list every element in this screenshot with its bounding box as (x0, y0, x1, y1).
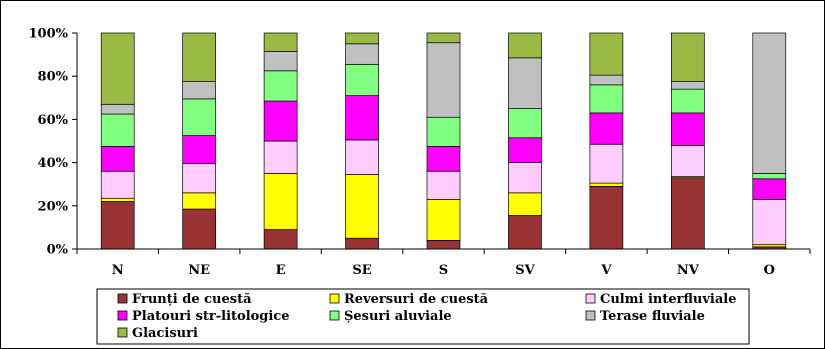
bar-segment-NV-5 (670, 88, 705, 114)
bar-segment-NE-5 (182, 98, 217, 136)
y-tick-label: 40% (38, 156, 69, 171)
bar-segment-V-2 (589, 182, 624, 187)
bar-segment-NE-1 (182, 208, 217, 250)
bar-segment-SV-5 (508, 108, 542, 139)
legend-label-6: Terase fluviale (600, 309, 705, 324)
bar-segment-V-5 (589, 84, 624, 114)
y-tick-label: 60% (38, 113, 69, 128)
bar-segment-V-6 (589, 74, 624, 86)
bar-segment-E-5 (263, 70, 298, 102)
bar-segment-V-3 (589, 143, 624, 184)
x-tick-label-SE: SE (352, 263, 371, 278)
legend: Frunți de cuestă Reversuri de cuestă Culmi… (96, 288, 750, 345)
y-tick-label: 0% (47, 243, 69, 258)
bar-segment-NE-6 (182, 81, 217, 100)
bar-segment-E-6 (263, 51, 298, 72)
x-tick-label-N: N (112, 263, 124, 278)
legend-label-5: Șesuri aluviale (344, 309, 452, 324)
x-tick-label-V: V (600, 263, 612, 278)
bar-segment-SE-4 (345, 95, 379, 141)
bar-segment-SE-7 (345, 32, 379, 45)
legend-swatch-5 (329, 310, 340, 321)
bar-segment-NE-3 (182, 163, 217, 194)
x-tick-label-NE: NE (188, 263, 210, 278)
legend-swatch-1 (117, 293, 128, 304)
bar-segment-S-4 (426, 146, 461, 172)
x-tick-label-S: S (439, 263, 448, 278)
bar-segment-E-3 (263, 140, 298, 174)
bar-segment-O-4 (752, 178, 787, 200)
bar-segment-NV-6 (670, 81, 705, 90)
legend-swatch-2 (329, 293, 340, 304)
legend-label-1: Frunți de cuestă (132, 292, 252, 307)
bar-segment-V-1 (589, 186, 624, 250)
bar-segment-V-4 (589, 112, 624, 145)
bar-segment-SV-1 (508, 215, 542, 250)
y-tick-label: 20% (38, 199, 69, 214)
bar-segment-SE-3 (345, 139, 379, 175)
bar-segment-N-4 (100, 146, 135, 172)
bar-segment-N-6 (100, 103, 135, 115)
bar-segment-N-1 (100, 201, 135, 250)
bar-segment-NV-1 (670, 177, 705, 250)
legend-box (96, 288, 750, 345)
bar-segment-SE-5 (345, 63, 379, 96)
bar-segment-E-4 (263, 100, 298, 142)
bar-segment-SV-4 (508, 137, 542, 163)
bar-segment-N-2 (100, 197, 135, 202)
legend-label-4: Platouri str-litologice (132, 309, 290, 324)
legend-label-2: Reversuri de cuestă (344, 292, 489, 307)
bar-segment-N-3 (100, 170, 135, 199)
bar-segment-NV-3 (670, 144, 705, 177)
legend-label-3: Culmi interfluviale (600, 292, 737, 307)
bar-segment-NV-4 (670, 112, 705, 146)
bar-segment-NE-2 (182, 192, 217, 210)
x-axis: N NE E SE S SV V NV O (76, 248, 811, 278)
bar-segment-O-5 (752, 173, 787, 180)
bar-segment-SE-2 (345, 174, 379, 239)
bar-segment-SE-1 (345, 237, 379, 250)
bar-segment-S-7 (426, 32, 461, 44)
bar-segment-E-2 (263, 173, 298, 230)
bar-segment-NV-7 (670, 32, 705, 82)
bar-segment-S-5 (426, 116, 461, 147)
x-tick-label-O: O (764, 263, 775, 278)
legend-swatch-6 (585, 310, 596, 321)
bar-segment-V-7 (589, 32, 624, 76)
bar-segment-E-7 (263, 32, 298, 52)
x-tick-label-SV: SV (515, 263, 535, 278)
x-tick-label-E: E (276, 263, 286, 278)
x-tick-label-NV: NV (677, 263, 700, 278)
legend-swatch-4 (117, 310, 128, 321)
bar-segment-SV-2 (508, 192, 542, 216)
bar-segment-S-1 (426, 240, 461, 250)
bar-segment-S-3 (426, 170, 461, 200)
bar-segment-SV-6 (508, 57, 542, 109)
legend-swatch-3 (585, 293, 596, 304)
bar-segment-SV-3 (508, 162, 542, 194)
plot-area (100, 32, 787, 250)
bar-segment-O-3 (752, 198, 787, 246)
legend-label-7: Glacisuri (132, 326, 198, 341)
bar-segment-S-2 (426, 198, 461, 241)
bar-segment-S-6 (426, 42, 461, 118)
y-tick-label: 80% (38, 70, 69, 85)
bar-segment-NE-7 (182, 32, 217, 82)
bar-segment-N-5 (100, 113, 135, 147)
legend-swatch-7 (117, 327, 128, 338)
bar-segment-NE-4 (182, 135, 217, 165)
bar-segment-O-6 (752, 32, 787, 174)
bar-segment-E-1 (263, 229, 298, 250)
y-tick-label: 100% (29, 27, 69, 42)
bar-segment-SV-7 (508, 32, 542, 59)
bar-segment-N-7 (100, 32, 135, 105)
y-axis: 0% 20% 40% 60% 80% 100% (29, 27, 78, 258)
bar-segment-SE-6 (345, 43, 379, 65)
